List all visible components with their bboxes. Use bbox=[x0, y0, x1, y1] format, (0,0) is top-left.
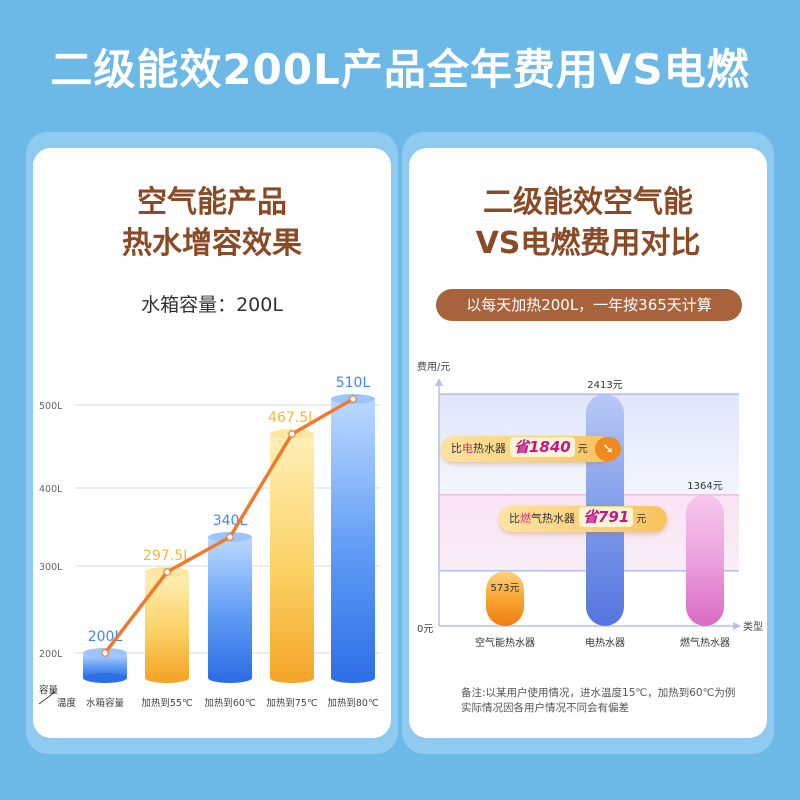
bar bbox=[208, 537, 252, 678]
savings-suffix: 热水器 bbox=[473, 442, 506, 455]
bar bbox=[686, 494, 724, 626]
data-label: 1364元 bbox=[687, 481, 722, 492]
bar-base bbox=[331, 673, 375, 683]
y-tick-label: 400L bbox=[39, 484, 63, 495]
savings-amount: 省1840 bbox=[510, 437, 575, 457]
x-tick-label: 加热到60℃ bbox=[204, 697, 256, 709]
x-axis-arrow-icon bbox=[733, 622, 741, 630]
arrow-down-icon: ➘ bbox=[595, 437, 621, 461]
data-label: 467.5L bbox=[268, 410, 316, 426]
left-panel: 空气能产品 热水增容效果 水箱容量：200L 200L 300L 400L 500L 容… bbox=[33, 148, 391, 738]
savings-highlight: 燃 bbox=[520, 512, 531, 525]
bar bbox=[486, 570, 524, 626]
savings-badge-electric: 比电热水器 省1840 元 ➘ bbox=[441, 436, 621, 462]
y-axis-label: 费用/元 bbox=[417, 360, 450, 373]
tank-capacity-label: 水箱容量：200L bbox=[141, 294, 283, 316]
bar bbox=[145, 572, 189, 678]
bar-base bbox=[145, 673, 189, 683]
savings-prefix: 比 bbox=[509, 512, 520, 525]
savings-unit: 元 bbox=[636, 514, 647, 525]
data-label: 297.5L bbox=[143, 548, 191, 564]
data-label: 573元 bbox=[490, 583, 519, 594]
x-tick-label: 空气能热水器 bbox=[475, 636, 535, 649]
page-title: 二级能效200L产品全年费用VS电燃 bbox=[50, 45, 750, 94]
capacity-chart: 200L300L400L500L容量温度200L水箱容量297.5L加热到55℃… bbox=[38, 375, 381, 709]
x-tick-label: 水箱容量 bbox=[86, 697, 125, 709]
data-label: 2413元 bbox=[587, 380, 622, 391]
left-title-line2: 热水增容效果 bbox=[122, 226, 302, 261]
bar-base bbox=[270, 673, 314, 683]
y-tick-label: 0元 bbox=[417, 624, 433, 635]
data-label: 510L bbox=[336, 375, 371, 391]
trend-point bbox=[349, 395, 357, 403]
savings-prefix: 比 bbox=[451, 442, 462, 455]
right-title-line2: VS电燃费用对比 bbox=[475, 226, 701, 261]
trend-point bbox=[163, 568, 171, 576]
right-panel: 二级能效空气能 VS电燃费用对比 以每天加热200L，一年按365天计算 费用/… bbox=[409, 148, 767, 738]
y-axis-label: 容量 bbox=[39, 684, 59, 696]
savings-badge-gas: 比燃气热水器 省791 元 bbox=[499, 506, 667, 532]
x-tick-label: 燃气热水器 bbox=[680, 636, 730, 649]
trend-point bbox=[226, 533, 234, 541]
bar-base bbox=[208, 673, 252, 683]
x-axis-label: 温度 bbox=[57, 697, 77, 709]
bar bbox=[331, 399, 375, 678]
left-title-line1: 空气能产品 bbox=[137, 185, 287, 220]
axis-corner-slash bbox=[38, 691, 56, 705]
footnote-line1: 备注:以某用户使用情况，进水温度15℃，加热到60℃为例 bbox=[461, 687, 736, 699]
y-axis-arrow-icon bbox=[435, 378, 443, 386]
y-tick-label: 300L bbox=[39, 562, 63, 573]
x-tick-label: 电热水器 bbox=[585, 636, 625, 649]
bar-base bbox=[83, 673, 127, 683]
footnote: 备注:以某用户使用情况，进水温度15℃，加热到60℃为例 实际情况因各用户情况不… bbox=[461, 686, 761, 716]
y-tick-label: 200L bbox=[39, 649, 63, 660]
savings-amount: 省791 bbox=[579, 507, 634, 527]
x-tick-label: 加热到80℃ bbox=[327, 697, 379, 709]
x-tick-label: 加热到75℃ bbox=[266, 697, 318, 709]
trend-point bbox=[288, 430, 296, 438]
y-tick-label: 500L bbox=[39, 401, 63, 412]
savings-suffix: 气热水器 bbox=[531, 512, 575, 525]
savings-unit: 元 bbox=[577, 444, 588, 455]
savings-highlight: 电 bbox=[462, 442, 473, 455]
x-tick-label: 加热到55℃ bbox=[141, 697, 193, 709]
footnote-line2: 实际情况因各用户情况不同会有偏差 bbox=[461, 702, 629, 714]
bar bbox=[270, 434, 314, 678]
right-title-line1: 二级能效空气能 bbox=[483, 185, 693, 220]
x-axis-label: 类型 bbox=[743, 620, 763, 633]
trend-point bbox=[101, 649, 109, 657]
calc-basis-pill: 以每天加热200L，一年按365天计算 bbox=[436, 289, 742, 321]
